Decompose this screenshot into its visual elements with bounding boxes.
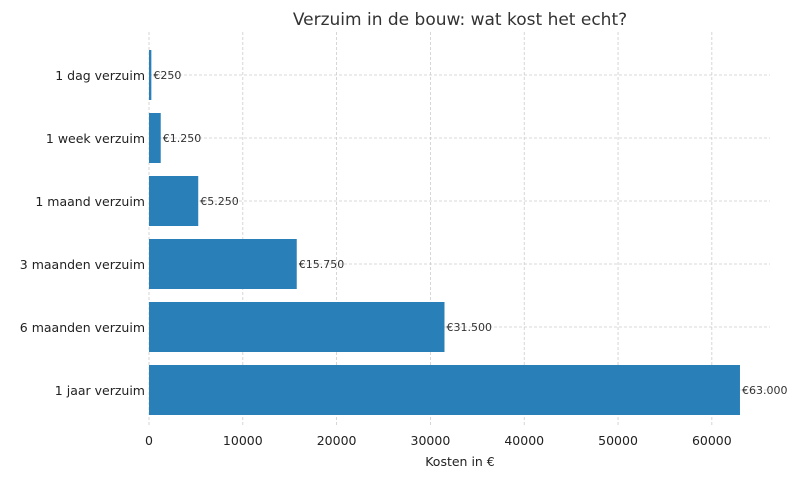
bars: €250 €1.250 €5.250 €15.750 €31.500 €63.000 [149,50,787,415]
y-tick-label: 1 dag verzuim [55,68,145,83]
x-tick-label: 50000 [598,433,638,448]
y-tick-label: 3 maanden verzuim [20,257,145,272]
x-tick-label: 60000 [692,433,732,448]
x-tick-labels: 0 10000 20000 30000 40000 50000 60000 [145,433,732,448]
x-tick-label: 10000 [223,433,263,448]
data-label: €1.250 [163,132,202,145]
chart-title: Verzuim in de bouw: wat kost het echt? [293,10,627,30]
x-tick-label: 0 [145,433,153,448]
bar [149,50,152,100]
y-tick-label: 1 jaar verzuim [55,383,145,398]
data-label: €250 [153,69,181,82]
bar [149,176,199,226]
bar [149,113,161,163]
y-tick-label: 1 maand verzuim [35,194,145,209]
data-label: €15.750 [299,258,345,271]
grid [148,32,770,425]
data-label: €5.250 [200,195,239,208]
x-tick-label: 20000 [317,433,357,448]
bar [149,239,297,289]
x-tick-label: 30000 [411,433,451,448]
y-tick-label: 6 maanden verzuim [20,320,145,335]
y-tick-labels: 1 dag verzuim 1 week verzuim 1 maand verzu… [20,68,145,398]
y-tick-label: 1 week verzuim [46,131,145,146]
x-tick-label: 40000 [504,433,544,448]
data-label: €31.500 [446,321,492,334]
bar [149,302,445,352]
bar [149,365,740,415]
data-label: €63.000 [742,384,788,397]
x-axis-label: Kosten in € [425,454,495,469]
